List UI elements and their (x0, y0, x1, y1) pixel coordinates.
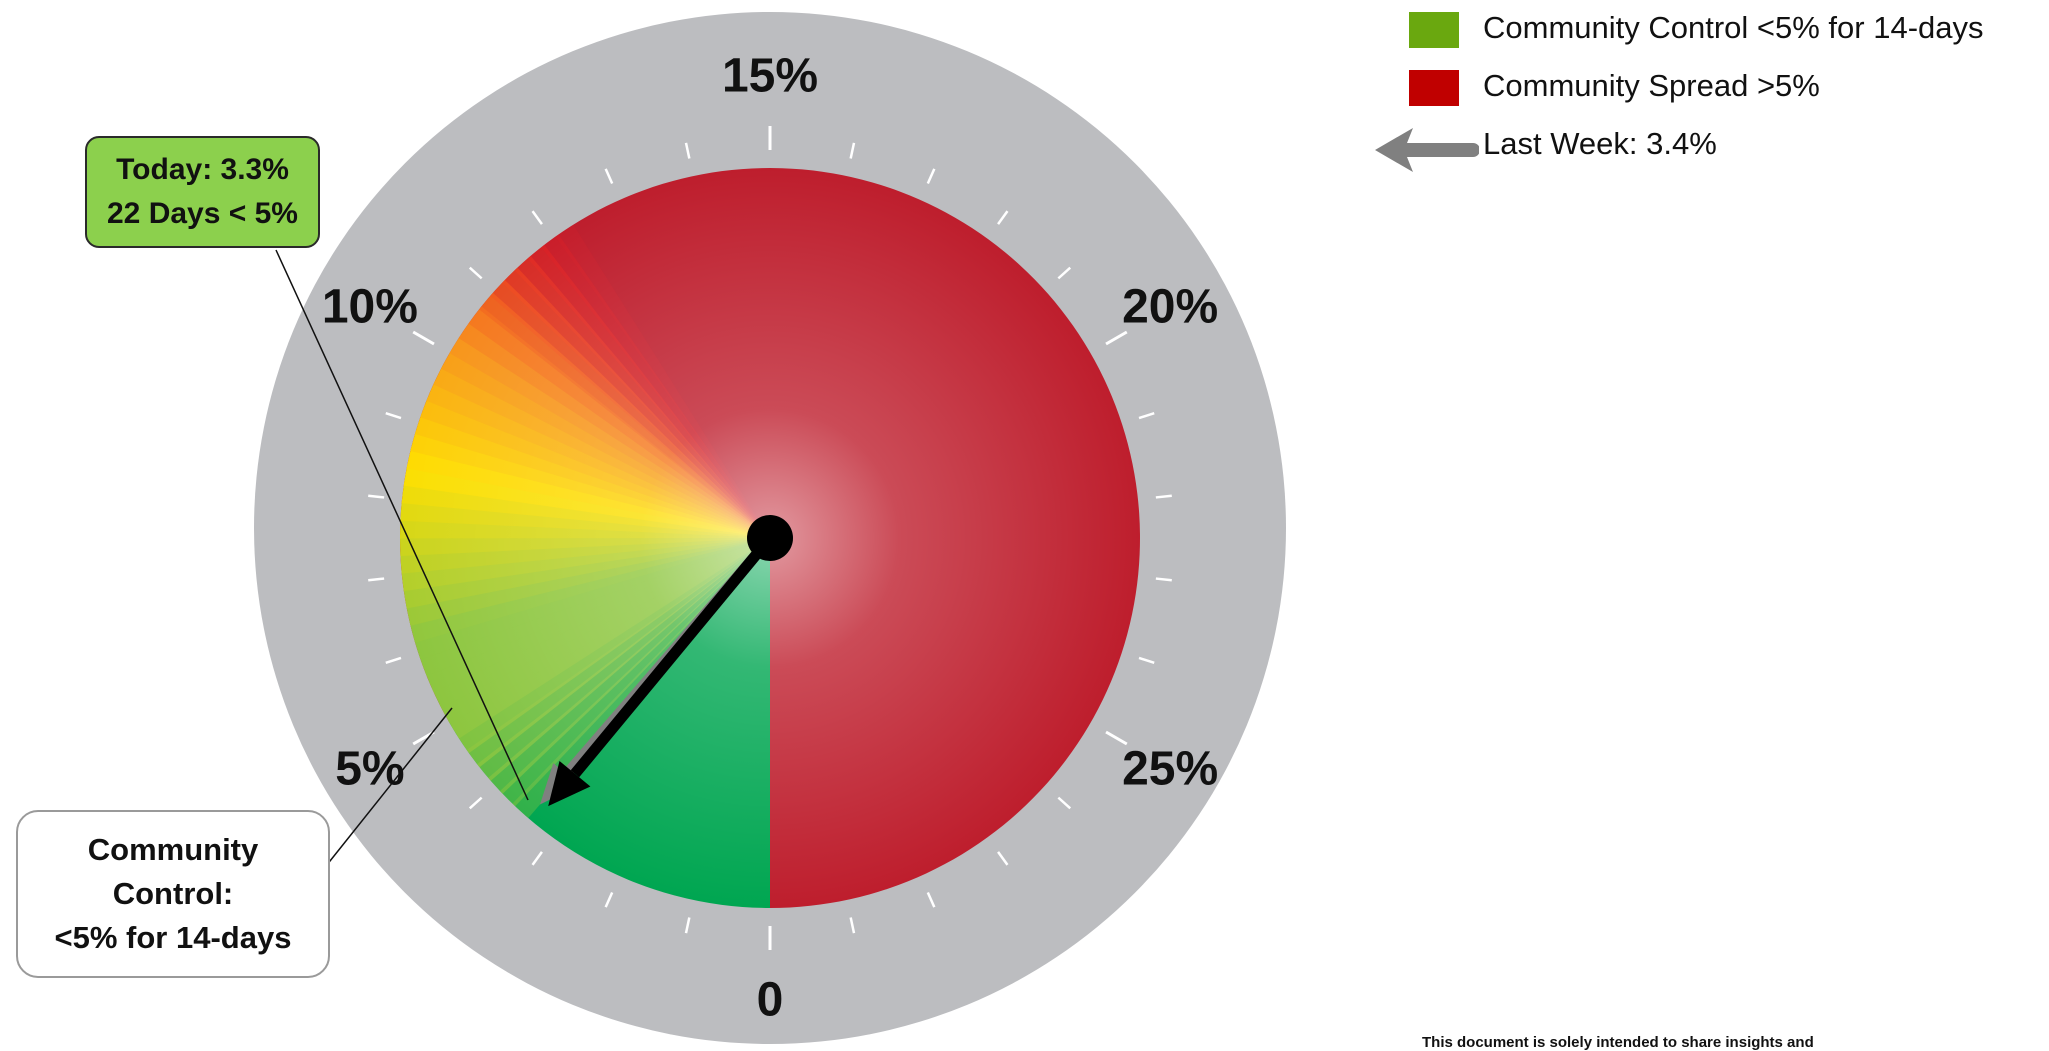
minor-tick (531, 851, 543, 866)
minor-tick (926, 168, 936, 185)
needle-hub (747, 515, 793, 561)
legend-label-last-week: Last Week: 3.4% (1483, 126, 1717, 161)
minor-tick (385, 411, 402, 420)
scale-label: 0 (757, 974, 784, 1027)
minor-tick (926, 891, 936, 908)
minor-tick (1057, 796, 1072, 810)
disclaimer-text: This document is solely intended to shar… (1422, 1034, 1814, 1051)
today-value-text: Today: 3.3% (116, 153, 289, 186)
today-needle (548, 534, 775, 807)
minor-tick (368, 577, 385, 582)
scale-label: 25% (1122, 743, 1218, 796)
control-callout-line-2: Control: (112, 876, 234, 911)
scale-label: 10% (322, 281, 418, 334)
minor-tick (1155, 494, 1172, 499)
minor-tick (1057, 266, 1072, 280)
left-arrow-icon (1375, 128, 1479, 172)
community-control-callout: Community Control: <5% for 14-days (16, 810, 330, 978)
control-callout-leader (325, 707, 453, 867)
minor-tick (684, 917, 691, 934)
minor-tick (604, 891, 614, 908)
minor-tick (997, 210, 1009, 225)
major-tick (412, 330, 435, 346)
today-needle-shaft (570, 534, 775, 778)
minor-tick (1155, 577, 1172, 582)
days-below-threshold-text: 22 Days < 5% (107, 197, 298, 230)
minor-tick (684, 142, 691, 159)
legend-label-control: Community Control <5% for 14-days (1483, 10, 1984, 45)
scale-label: 20% (1122, 281, 1218, 334)
minor-tick (849, 142, 856, 159)
spread-swatch (1409, 70, 1459, 106)
minor-tick (997, 851, 1009, 866)
today-callout-leader (275, 249, 529, 801)
minor-tick (531, 210, 543, 225)
scale-label: 15% (722, 50, 818, 103)
minor-tick (385, 656, 402, 665)
minor-tick (604, 168, 614, 185)
minor-tick (468, 266, 483, 280)
legend-label-spread: Community Spread >5% (1483, 68, 1820, 103)
control-swatch (1409, 12, 1459, 48)
minor-tick (1138, 411, 1155, 420)
today-needle-head (548, 761, 591, 807)
today-callout: Today: 3.3% 22 Days < 5% (85, 136, 320, 248)
minor-tick (368, 494, 385, 499)
major-tick (1105, 330, 1128, 346)
minor-tick (468, 796, 483, 810)
control-callout-line-1: Community (87, 832, 259, 867)
minor-tick (849, 917, 856, 934)
control-callout-line-3: <5% for 14-days (54, 920, 292, 955)
major-tick (1105, 730, 1128, 746)
scale-label: 5% (335, 743, 404, 796)
minor-tick (1138, 656, 1155, 665)
